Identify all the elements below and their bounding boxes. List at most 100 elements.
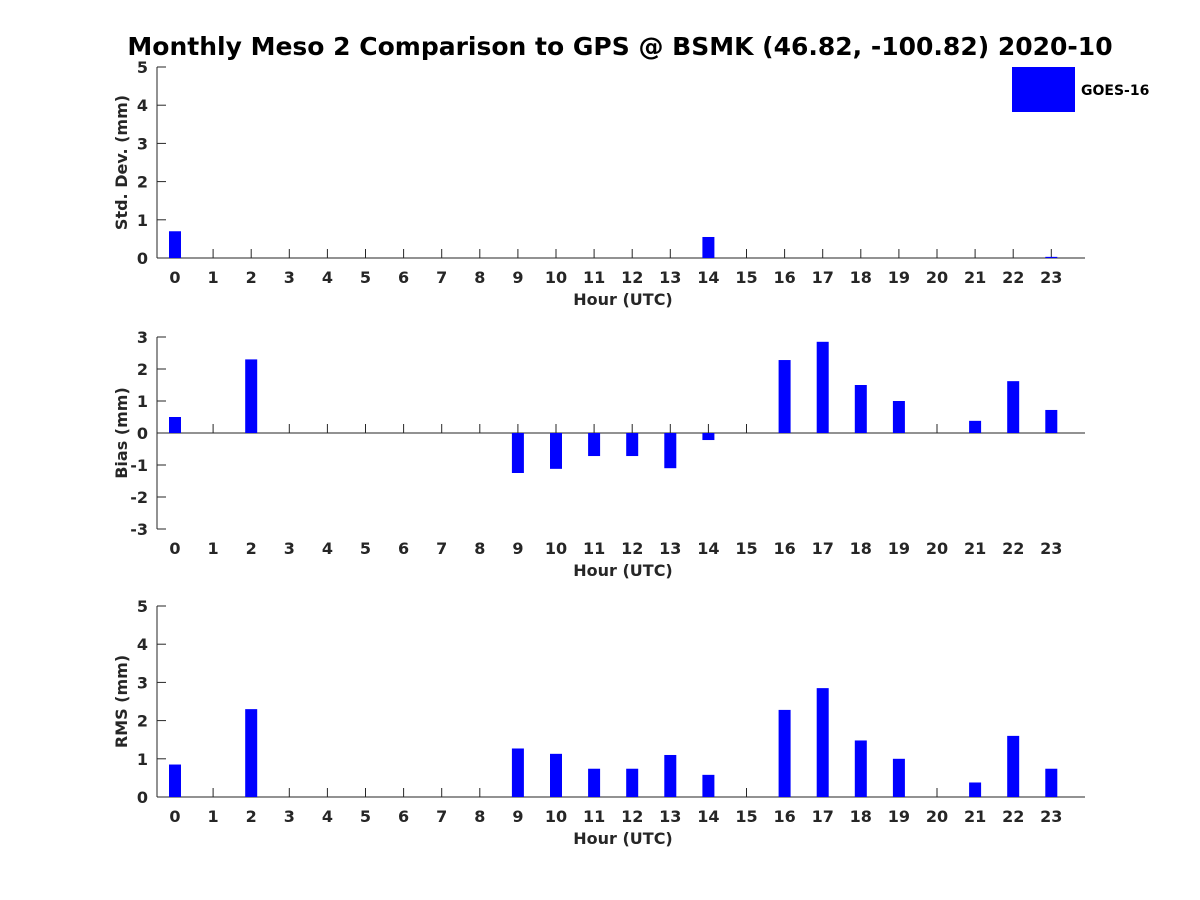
y-tick-label: 4: [137, 635, 148, 654]
x-tick-label: 11: [583, 268, 605, 287]
x-tick-label: 17: [812, 268, 834, 287]
x-tick-label: 12: [621, 268, 643, 287]
x-tick-label: 12: [621, 807, 643, 826]
y-tick-label: 1: [137, 211, 148, 230]
x-tick-label: 13: [659, 268, 681, 287]
bar-hour-13: [664, 754, 677, 797]
x-tick-label: 21: [964, 539, 986, 558]
bar-hour-12: [626, 768, 639, 797]
x-tick-label: 11: [583, 539, 605, 558]
y-tick-label: 2: [137, 360, 148, 379]
x-tick-label: 5: [360, 807, 371, 826]
bar-hour-21: [969, 420, 982, 433]
x-tick-label: 16: [773, 807, 795, 826]
x-tick-label: 17: [812, 539, 834, 558]
x-tick-label: 1: [208, 268, 219, 287]
chart-title: Monthly Meso 2 Comparison to GPS @ BSMK …: [127, 32, 1112, 61]
bar-hour-23: [1045, 409, 1058, 433]
x-tick-label: 17: [812, 807, 834, 826]
x-tick-label: 20: [926, 268, 948, 287]
bar-hour-10: [550, 433, 562, 469]
bar-hour-2: [245, 359, 258, 433]
x-tick-label: 10: [545, 539, 567, 558]
bar-hour-14: [702, 774, 715, 797]
x-axis-label: Hour (UTC): [573, 290, 673, 309]
bar-hour-9: [511, 748, 524, 797]
bar-hour-22: [1007, 735, 1020, 797]
x-tick-label: 18: [850, 807, 872, 826]
x-tick-label: 6: [398, 539, 409, 558]
x-tick-label: 10: [545, 268, 567, 287]
y-tick-label: 5: [137, 58, 148, 77]
x-tick-label: 0: [169, 539, 180, 558]
bar-hour-2: [245, 709, 258, 797]
y-tick-label: 3: [137, 328, 148, 347]
x-tick-label: 21: [964, 268, 986, 287]
x-tick-label: 2: [246, 539, 257, 558]
x-axis-label: Hour (UTC): [573, 829, 673, 848]
x-tick-label: 15: [735, 807, 757, 826]
bar-hour-13: [664, 433, 677, 469]
x-tick-label: 3: [284, 268, 295, 287]
bar-hour-11: [588, 433, 601, 457]
y-tick-label: 1: [137, 750, 148, 769]
bar-hour-21: [969, 782, 982, 797]
x-tick-label: 8: [474, 539, 485, 558]
x-tick-label: 18: [850, 539, 872, 558]
x-tick-label: 22: [1002, 539, 1024, 558]
x-tick-label: 13: [659, 539, 681, 558]
x-tick-label: 23: [1040, 268, 1062, 287]
bar-hour-17: [816, 341, 829, 433]
y-tick-label: 2: [137, 173, 148, 192]
x-tick-label: 23: [1040, 807, 1062, 826]
x-tick-label: 21: [964, 807, 986, 826]
y-axis-label: RMS (mm): [112, 655, 131, 748]
x-tick-label: 6: [398, 268, 409, 287]
y-axis-label: Std. Dev. (mm): [112, 95, 131, 230]
bar-hour-18: [854, 385, 867, 433]
x-axis-label: Hour (UTC): [573, 561, 673, 580]
y-tick-label: -2: [130, 488, 148, 507]
x-tick-label: 2: [246, 807, 257, 826]
y-tick-label: 0: [137, 788, 148, 807]
x-tick-label: 14: [697, 268, 719, 287]
x-tick-label: 13: [659, 807, 681, 826]
x-tick-label: 1: [208, 539, 219, 558]
x-tick-label: 9: [512, 268, 523, 287]
y-tick-label: 1: [137, 392, 148, 411]
x-tick-label: 4: [322, 807, 333, 826]
x-tick-label: 10: [545, 807, 567, 826]
x-tick-label: 15: [735, 268, 757, 287]
x-tick-label: 8: [474, 807, 485, 826]
bar-hour-23: [1045, 768, 1058, 797]
x-tick-label: 19: [888, 807, 910, 826]
x-tick-label: 4: [322, 268, 333, 287]
x-tick-label: 2: [246, 268, 257, 287]
x-tick-label: 22: [1002, 807, 1024, 826]
bar-hour-17: [816, 688, 829, 797]
x-tick-label: 19: [888, 539, 910, 558]
bar-hour-19: [892, 758, 905, 797]
x-tick-label: 8: [474, 268, 485, 287]
y-tick-label: -3: [130, 520, 148, 539]
y-tick-label: 3: [137, 673, 148, 692]
x-tick-label: 11: [583, 807, 605, 826]
x-tick-label: 7: [436, 539, 447, 558]
x-tick-label: 19: [888, 268, 910, 287]
legend-label: GOES-16: [1081, 83, 1149, 99]
x-tick-label: 9: [512, 807, 523, 826]
x-tick-label: 22: [1002, 268, 1024, 287]
bar-hour-16: [778, 709, 791, 797]
bar-hour-0: [169, 231, 181, 258]
x-tick-label: 4: [322, 539, 333, 558]
bar-hour-18: [854, 740, 867, 797]
bar-hour-22: [1007, 381, 1020, 433]
y-tick-label: 2: [137, 712, 148, 731]
x-tick-label: 16: [773, 268, 795, 287]
y-tick-label: 0: [137, 249, 148, 268]
x-tick-label: 1: [208, 807, 219, 826]
y-tick-label: 5: [137, 597, 148, 616]
